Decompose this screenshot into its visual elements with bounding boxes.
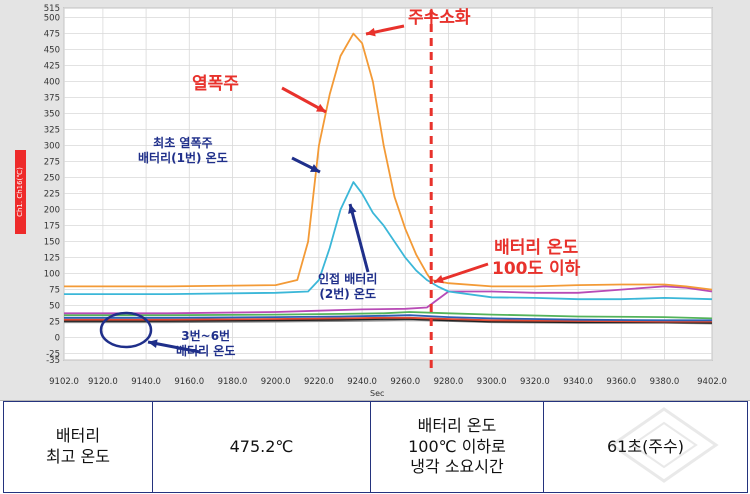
y-tick-label: 25 [49, 318, 60, 328]
arrow-cells-3-6-head [148, 339, 158, 348]
x-tick-label: 9160.0 [174, 377, 204, 387]
annotation-adjacent-cell: 인접 배터리 (2번) 온도 [318, 272, 377, 302]
x-tick-label: 9300.0 [477, 377, 507, 387]
series-line-2 [64, 181, 713, 301]
cell-max-temp-label: 배터리 최고 온도 [3, 401, 153, 493]
y-tick-label: 400 [44, 78, 60, 88]
y-tick-label: 500 [44, 14, 60, 24]
series-line-1 [64, 32, 713, 291]
y-tick-label: 325 [44, 126, 60, 136]
series-line-4 [64, 311, 713, 320]
x-tick-label: 9340.0 [563, 377, 593, 387]
annotation-thermal-runaway: 열폭주 [192, 74, 239, 94]
x-tick-label: 9402.0 [697, 377, 727, 387]
y-tick-label: 125 [44, 254, 60, 264]
y-tick-label: 150 [44, 238, 60, 248]
arrow-adjacent-cell-head [348, 204, 357, 214]
y-tick-label: -35 [46, 356, 60, 366]
x-tick-label: 9240.0 [347, 377, 377, 387]
cell-text: 배터리 온도 [417, 415, 497, 435]
y-axis-label: Ch1. Ch16(℃) [16, 167, 24, 217]
series-line-5 [64, 314, 712, 322]
x-tick-label: 9200.0 [261, 377, 291, 387]
arrow-first-cell-head [310, 164, 320, 172]
y-tick-label: 175 [44, 222, 60, 232]
cell-text: 배터리 [55, 426, 101, 446]
y-tick-label: 0 [55, 334, 60, 344]
x-tick-label: 9140.0 [131, 377, 161, 387]
chart-svg: 5155004754504254003753503253002752502252… [44, 4, 727, 387]
cell-text: 475.2℃ [229, 436, 294, 456]
y-tick-label: 450 [44, 46, 60, 56]
watermark-logo-icon [609, 407, 719, 483]
y-tick-label: 50 [49, 302, 60, 312]
y-tick-label: 425 [44, 62, 60, 72]
cell-text: 61초(주수) [606, 436, 684, 456]
y-tick-label: 275 [44, 158, 60, 168]
y-tick-label: 475 [44, 30, 60, 40]
arrow-below-100-head [434, 275, 444, 284]
y-tick-label: -25 [46, 350, 60, 360]
series-line-7 [64, 318, 713, 324]
cell-text: 100℃ 이하로 [408, 436, 506, 456]
x-tick-label: 9280.0 [434, 377, 464, 387]
y-tick-label: 250 [44, 174, 60, 184]
x-tick-label: 9380.0 [650, 377, 680, 387]
annotation-below-100: 배터리 온도 100도 이하 [492, 238, 580, 281]
y-tick-label: 300 [44, 142, 60, 152]
summary-table: 배터리 최고 온도 475.2℃ 배터리 온도 100℃ 이하로 냉각 소요시간… [3, 401, 748, 493]
highlight-ellipse [99, 311, 153, 349]
annotation-below-100-line-2: 100도 이하 [492, 259, 581, 280]
annotation-first-cell-line-2: 배터리(1번) 온도 [138, 151, 228, 165]
arrow-below-100 [433, 262, 489, 284]
cell-text: 냉각 소요시간 [410, 457, 504, 477]
annotation-below-100-line-1: 배터리 온도 [494, 238, 579, 258]
summary-row: 배터리 최고 온도 475.2℃ 배터리 온도 100℃ 이하로 냉각 소요시간… [3, 401, 748, 493]
arrow-extinguish-head [366, 27, 376, 37]
cell-cooling-time-value: 61초(주수) [543, 401, 748, 493]
y-tick-label: 100 [44, 270, 60, 280]
cell-text: 최고 온도 [46, 447, 110, 466]
x-axis-label: Sec [370, 389, 385, 398]
annotation-adjacent-cell-line-2: (2번) 온도 [319, 287, 376, 301]
arrow-thermal-runaway-head [316, 103, 326, 112]
cell-cooling-time-label: 배터리 온도 100℃ 이하로 냉각 소요시간 [370, 401, 544, 493]
y-tick-label: 200 [44, 206, 60, 216]
annotation-first-cell-line-1: 최초 열폭주 [153, 136, 213, 150]
x-tick-label: 9360.0 [606, 377, 636, 387]
y-tick-label: 225 [44, 190, 60, 200]
x-tick-label: 9102.0 [49, 377, 79, 387]
arrow-adjacent-cell [348, 203, 370, 273]
annotation-first-cell: 최초 열폭주 배터리(1번) 온도 [138, 136, 228, 166]
annotation-cells-3-6-line-2: 배터리 온도 [176, 344, 236, 358]
y-tick-label: 375 [44, 94, 60, 104]
x-tick-label: 9320.0 [520, 377, 550, 387]
series-line-6 [64, 316, 712, 323]
x-tick-label: 9180.0 [218, 377, 248, 387]
y-axis-label-box [15, 150, 26, 234]
y-tick-label: 75 [49, 286, 60, 296]
plot-area [63, 7, 713, 361]
annotation-extinguish: 주수소화 [408, 8, 471, 28]
annotation-adjacent-cell-line-1: 인접 배터리 [318, 272, 378, 286]
annotation-cells-3-6-line-1: 3번~6번 [181, 329, 231, 343]
annotation-cells-3-6: 3번~6번 배터리 온도 [176, 329, 235, 359]
x-tick-label: 9220.0 [304, 377, 334, 387]
x-tick-label: 9260.0 [390, 377, 420, 387]
y-tick-label: 350 [44, 110, 60, 120]
y-tick-label: 515 [44, 4, 60, 14]
x-tick-label: 9120.0 [88, 377, 118, 387]
cell-max-temp-value: 475.2℃ [152, 401, 371, 493]
plot-frame: 515 500 475 450 425 400 375 350 325 300 275 250 225 2… [0, 0, 750, 401]
